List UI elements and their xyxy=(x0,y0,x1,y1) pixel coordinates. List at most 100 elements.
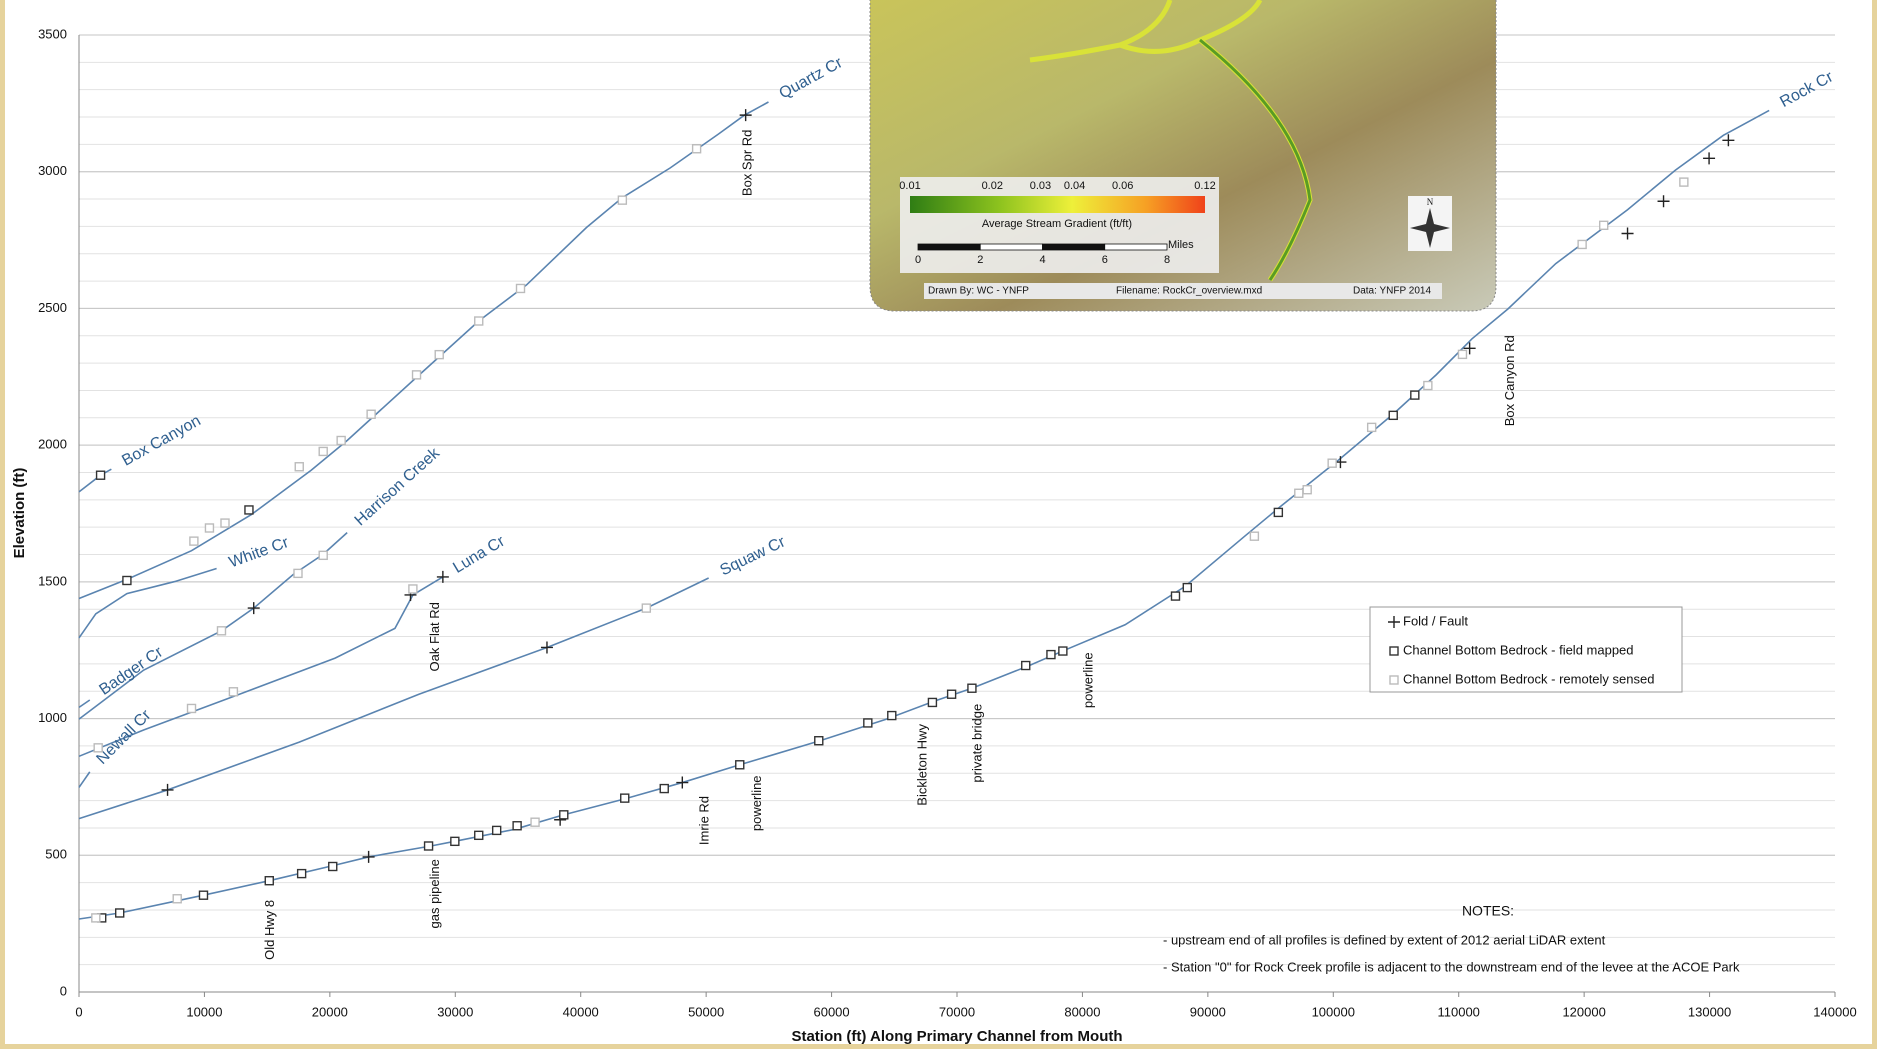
bedrock-marker xyxy=(693,145,701,153)
x-tick-label: 60000 xyxy=(813,1004,849,1019)
bedrock-marker xyxy=(475,831,483,839)
bedrock-marker xyxy=(1680,178,1688,186)
x-tick-label: 0 xyxy=(75,1004,82,1019)
bedrock-marker xyxy=(1411,391,1419,399)
bedrock-marker xyxy=(1600,221,1608,229)
bedrock-marker xyxy=(660,785,668,793)
bedrock-marker xyxy=(1458,350,1466,358)
y-tick-label: 500 xyxy=(45,847,67,862)
bedrock-marker xyxy=(190,537,198,545)
gradient-title: Average Stream Gradient (ft/ft) xyxy=(982,218,1132,230)
scale-bar-segment xyxy=(980,244,1042,250)
y-tick-label: 2000 xyxy=(38,437,67,452)
bedrock-marker xyxy=(319,447,327,455)
legend-label: Fold / Fault xyxy=(1403,613,1468,628)
page: Elevation (ft) Station (ft) Along Primar… xyxy=(0,0,1877,1049)
road-label: Box Canyon Rd xyxy=(1502,335,1517,426)
road-label: Old Hwy 8 xyxy=(262,900,277,960)
bedrock-marker xyxy=(1578,240,1586,248)
gradient-tick-label: 0.02 xyxy=(982,180,1003,192)
x-tick-label: 50000 xyxy=(688,1004,724,1019)
bedrock-marker xyxy=(1389,411,1397,419)
bedrock-marker xyxy=(1171,592,1179,600)
y-tick-label: 2500 xyxy=(38,300,67,315)
y-axis-title: Elevation (ft) xyxy=(11,468,28,559)
bedrock-marker xyxy=(493,826,501,834)
scale-bar-segment xyxy=(1105,244,1167,250)
y-tick-label: 1500 xyxy=(38,573,67,588)
scale-bar-segment xyxy=(918,244,980,250)
bedrock-marker xyxy=(217,627,225,635)
notes-title: NOTES: xyxy=(1462,903,1514,919)
scale-tick-label: 6 xyxy=(1102,254,1108,266)
gradient-tick-label: 0.03 xyxy=(1030,180,1051,192)
bedrock-marker xyxy=(409,585,417,593)
bedrock-marker xyxy=(265,877,273,885)
bedrock-marker xyxy=(928,698,936,706)
gradient-tick-label: 0.01 xyxy=(899,180,920,192)
y-tick-label: 3000 xyxy=(38,163,67,178)
bedrock-marker xyxy=(1274,508,1282,516)
y-tick-label: 0 xyxy=(60,983,67,998)
x-tick-label: 120000 xyxy=(1562,1004,1605,1019)
bedrock-marker xyxy=(864,719,872,727)
data-source: Data: YNFP 2014 xyxy=(1353,286,1431,297)
bedrock-marker xyxy=(1250,532,1258,540)
bedrock-marker xyxy=(1390,676,1398,684)
x-tick-label: 80000 xyxy=(1064,1004,1100,1019)
bedrock-marker xyxy=(294,569,302,577)
filename: Filename: RockCr_overview.mxd xyxy=(1116,286,1262,297)
bedrock-marker xyxy=(517,284,525,292)
gradient-tick-label: 0.04 xyxy=(1064,180,1085,192)
bedrock-marker xyxy=(1047,651,1055,659)
bedrock-marker xyxy=(221,519,229,527)
gradient-tick-label: 0.12 xyxy=(1194,180,1215,192)
bedrock-marker xyxy=(229,688,237,696)
bedrock-marker xyxy=(513,822,521,830)
road-label: powerline xyxy=(749,775,764,831)
bedrock-marker xyxy=(92,914,100,922)
x-tick-label: 100000 xyxy=(1312,1004,1355,1019)
bedrock-marker xyxy=(531,818,539,826)
inset-map: Average Stream Gradient (ft/ft) Miles N … xyxy=(870,0,1496,311)
bedrock-marker xyxy=(199,891,207,899)
bedrock-marker xyxy=(451,837,459,845)
bedrock-marker xyxy=(319,551,327,559)
x-tick-label: 10000 xyxy=(186,1004,222,1019)
scale-tick-label: 8 xyxy=(1164,254,1170,266)
bedrock-marker xyxy=(1059,647,1067,655)
bedrock-marker xyxy=(425,842,433,850)
road-label: Bickleton Hwy xyxy=(914,724,929,806)
scale-unit: Miles xyxy=(1168,239,1194,251)
legend-label: Channel Bottom Bedrock - remotely sensed xyxy=(1403,671,1654,686)
y-tick-label: 1000 xyxy=(38,710,67,725)
drawn-by: Drawn By: WC - YNFP xyxy=(928,286,1029,297)
x-tick-label: 70000 xyxy=(939,1004,975,1019)
x-tick-label: 40000 xyxy=(563,1004,599,1019)
bedrock-marker xyxy=(116,909,124,917)
x-tick-label: 140000 xyxy=(1813,1004,1856,1019)
x-tick-label: 20000 xyxy=(312,1004,348,1019)
bedrock-marker xyxy=(298,870,306,878)
x-tick-label: 90000 xyxy=(1190,1004,1226,1019)
road-label: gas pipeline xyxy=(427,859,442,928)
bedrock-marker xyxy=(1303,486,1311,494)
y-tick-label: 3500 xyxy=(38,26,67,41)
note-line: - upstream end of all profiles is define… xyxy=(1163,932,1606,947)
bedrock-marker xyxy=(94,744,102,752)
bedrock-marker xyxy=(435,351,443,359)
bedrock-marker xyxy=(173,895,181,903)
scale-tick-label: 2 xyxy=(977,254,983,266)
bedrock-marker xyxy=(205,524,213,532)
scale-tick-label: 0 xyxy=(915,254,921,266)
bedrock-marker xyxy=(329,862,337,870)
scale-bar-segment xyxy=(1043,244,1105,250)
bedrock-marker xyxy=(188,704,196,712)
bedrock-marker xyxy=(295,463,303,471)
bedrock-marker xyxy=(621,794,629,802)
bedrock-marker xyxy=(736,761,744,769)
note-line: - Station "0" for Rock Creek profile is … xyxy=(1163,959,1740,974)
bedrock-marker xyxy=(413,371,421,379)
road-label: powerline xyxy=(1081,652,1096,708)
bedrock-marker xyxy=(1295,489,1303,497)
